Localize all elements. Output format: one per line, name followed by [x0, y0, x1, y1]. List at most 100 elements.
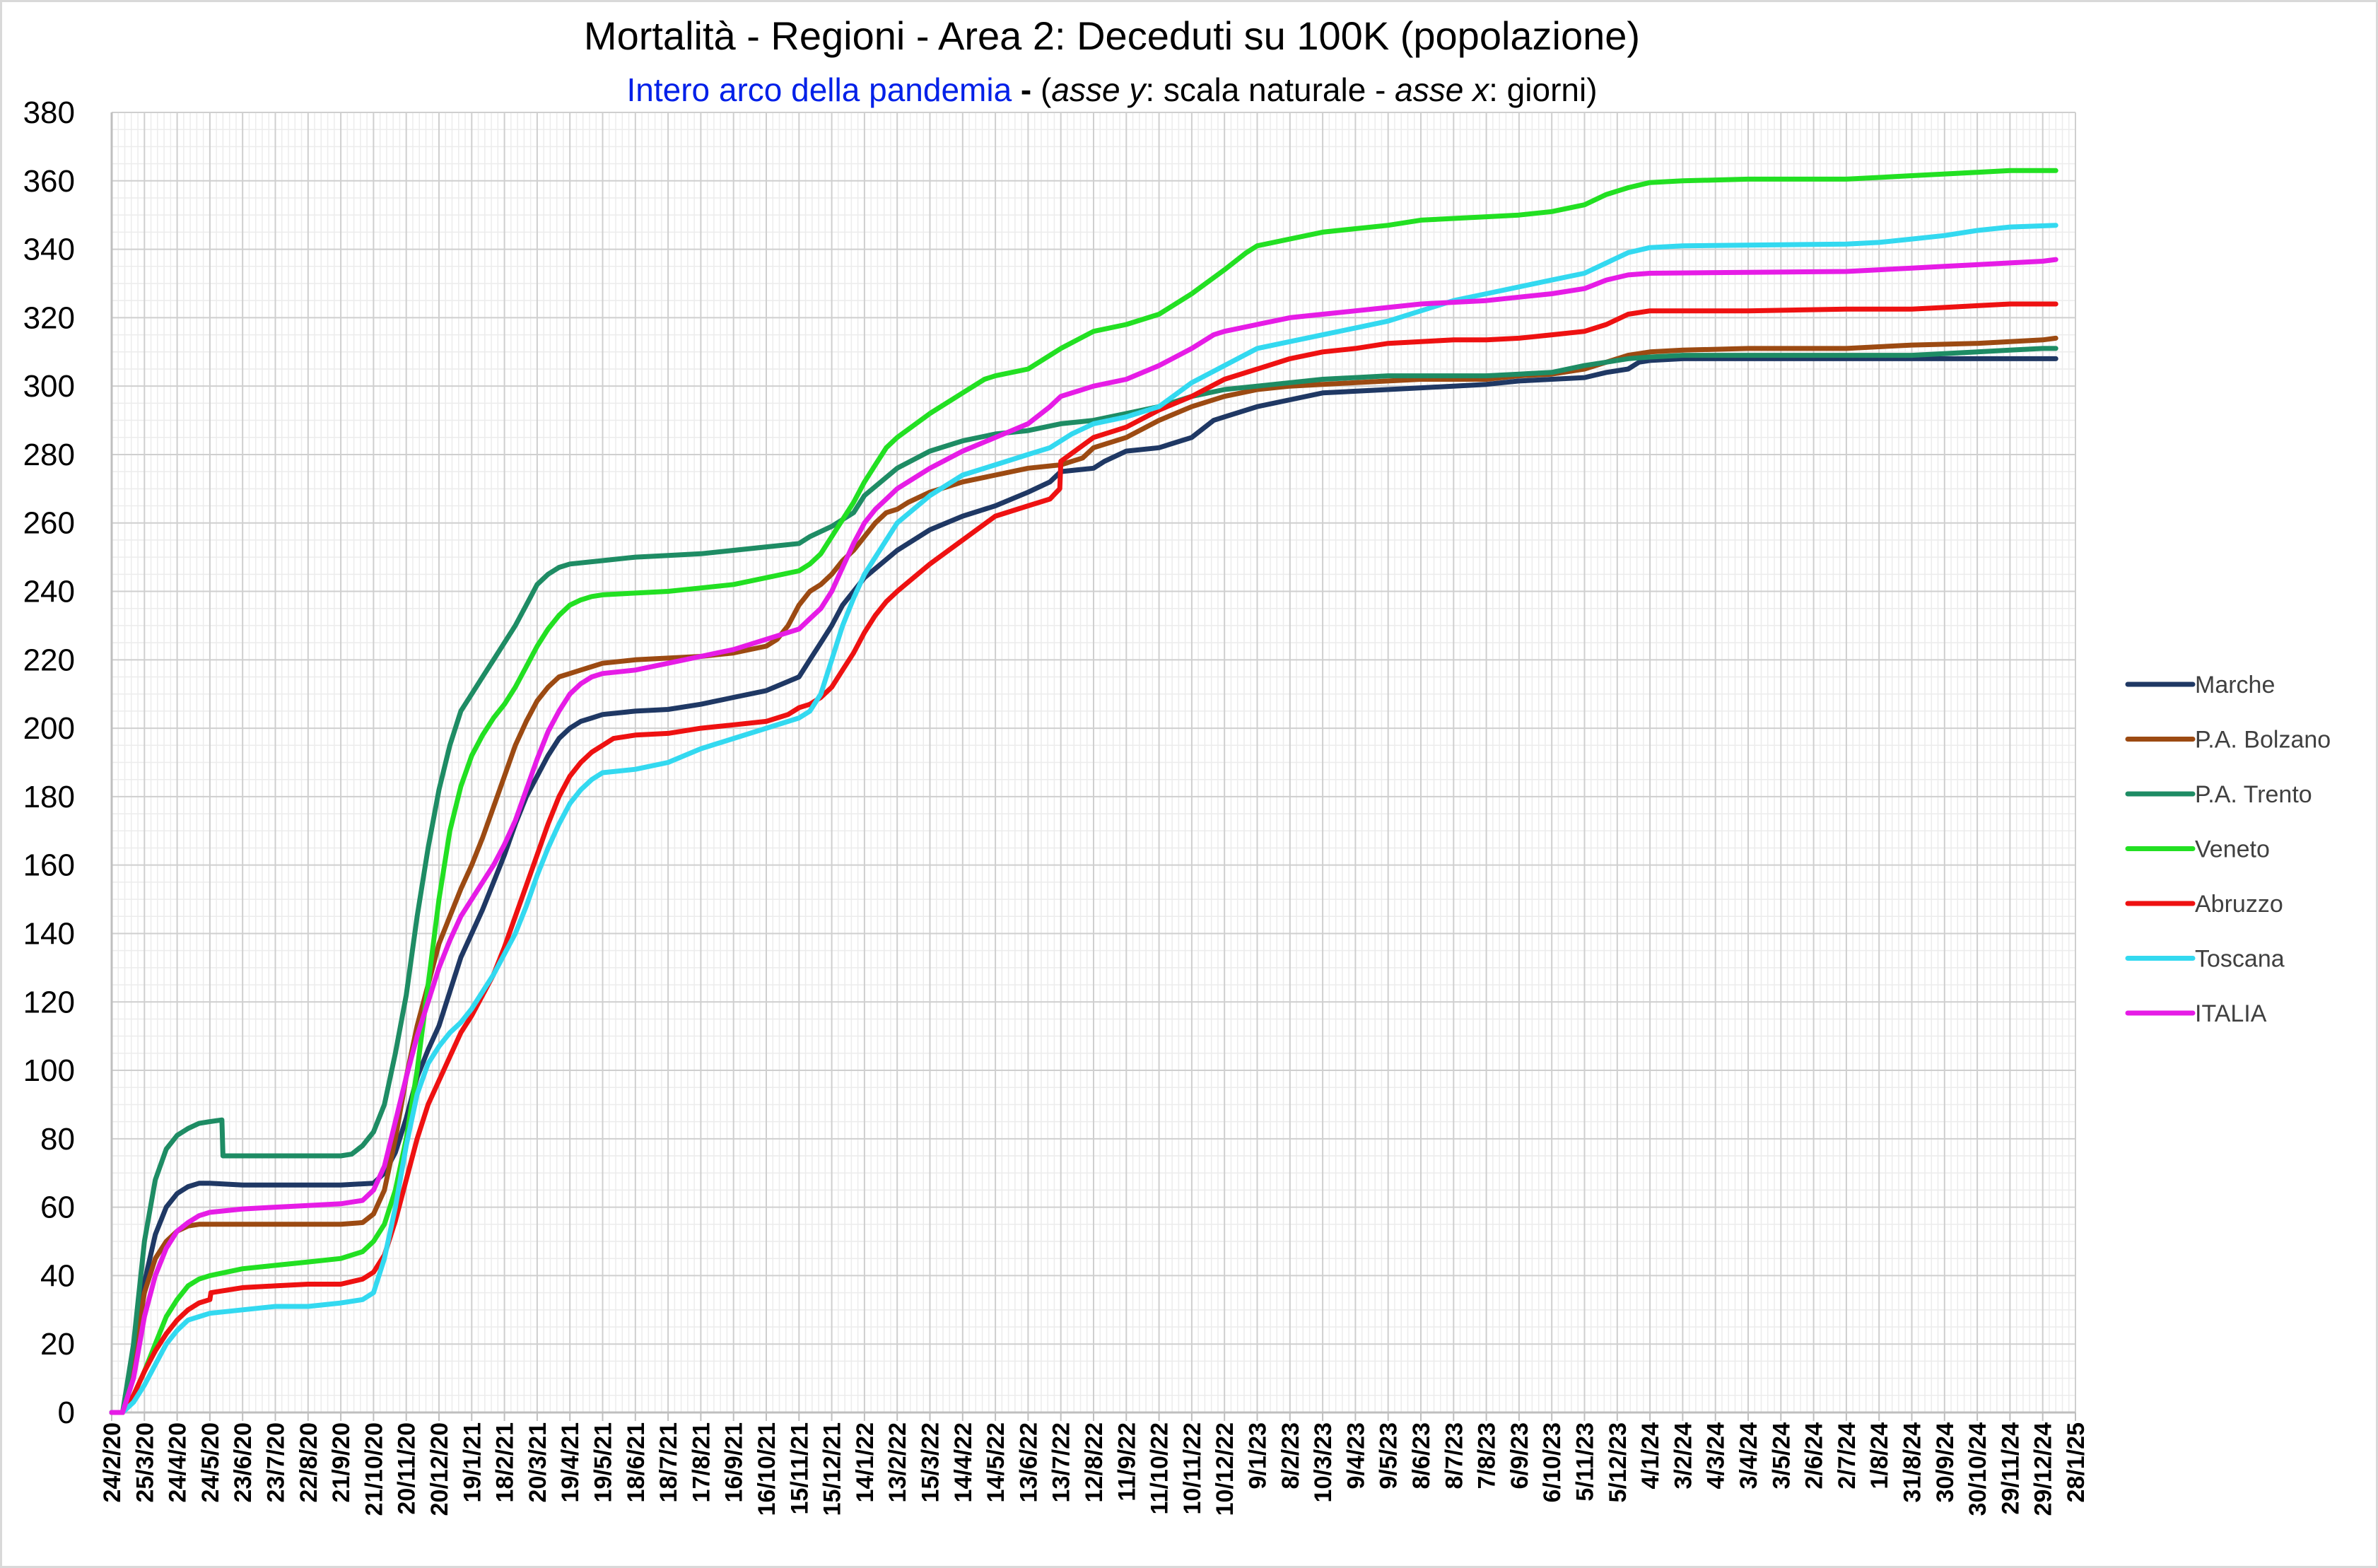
x-tick-label: 2/6/24 — [1801, 1422, 1828, 1490]
x-tick-label: 24/5/20 — [197, 1422, 224, 1502]
x-tick-label: 10/12/22 — [1212, 1422, 1238, 1516]
x-tick-label: 18/7/21 — [655, 1422, 682, 1502]
x-tick-label: 16/9/21 — [721, 1422, 748, 1502]
legend-label: Toscana — [2195, 946, 2285, 973]
x-tick-label: 11/9/22 — [1113, 1422, 1140, 1502]
y-tick-label: 380 — [23, 95, 75, 130]
subtitle-highlight: Intero arco della pandemia — [626, 71, 1012, 108]
y-tick-label: 340 — [23, 233, 75, 267]
legend-label: Marche — [2195, 672, 2275, 698]
x-tick-label: 20/11/20 — [394, 1422, 421, 1514]
y-tick-label: 160 — [23, 848, 75, 883]
x-tick-label: 14/1/22 — [852, 1422, 879, 1502]
x-tick-label: 9/4/23 — [1342, 1422, 1369, 1490]
x-tick-label: 4/1/24 — [1637, 1422, 1664, 1490]
subtitle-dash: - — [1012, 71, 1041, 108]
legend-label: Veneto — [2195, 836, 2270, 863]
x-tick-label: 7/8/23 — [1474, 1422, 1501, 1490]
x-tick-label: 19/4/21 — [557, 1422, 584, 1502]
y-tick-label: 360 — [23, 164, 75, 199]
x-tick-label: 3/5/24 — [1768, 1422, 1795, 1490]
series-line-p-a-trento — [109, 346, 2058, 1415]
y-tick-label: 100 — [23, 1053, 75, 1088]
x-tick-label: 18/2/21 — [492, 1422, 519, 1502]
x-tick-label: 6/9/23 — [1506, 1422, 1533, 1490]
x-tick-label: 23/6/20 — [230, 1422, 257, 1502]
y-tick-label: 260 — [23, 506, 75, 541]
y-tick-label: 140 — [23, 916, 75, 951]
x-tick-label: 25/3/20 — [131, 1422, 158, 1502]
x-tick-label: 13/7/22 — [1048, 1422, 1075, 1502]
x-tick-label: 31/8/24 — [1899, 1422, 1926, 1503]
x-tick-label: 9/1/23 — [1245, 1422, 1272, 1490]
subtitle-part-0: ( — [1041, 71, 1052, 108]
x-tick-label: 8/7/23 — [1441, 1422, 1468, 1490]
x-tick-label: 23/7/20 — [263, 1422, 290, 1502]
legend-label: P.A. Bolzano — [2195, 727, 2331, 754]
x-tick-label: 14/5/22 — [983, 1422, 1009, 1502]
y-tick-label: 80 — [40, 1122, 75, 1157]
series-line-abruzzo — [109, 301, 2058, 1415]
x-tick-label: 10/11/22 — [1179, 1422, 1206, 1514]
x-tick-label: 21/10/20 — [361, 1422, 387, 1516]
y-tick-label: 120 — [23, 985, 75, 1019]
y-tick-label: 220 — [23, 643, 75, 677]
x-tick-label: 22/8/20 — [295, 1422, 322, 1502]
y-tick-label: 60 — [40, 1190, 75, 1225]
x-tick-label: 30/9/24 — [1932, 1422, 1959, 1503]
legend-label: Abruzzo — [2195, 891, 2283, 918]
x-tick-label: 19/1/21 — [459, 1422, 486, 1502]
x-tick-label: 30/10/24 — [1964, 1422, 1991, 1516]
series-line-marche — [109, 356, 2058, 1415]
legend-label: ITALIA — [2195, 1000, 2267, 1027]
x-tick-label: 17/8/21 — [688, 1422, 715, 1502]
x-tick-label: 18/6/21 — [623, 1422, 650, 1502]
y-tick-label: 180 — [23, 780, 75, 814]
x-tick-label: 24/4/20 — [165, 1422, 192, 1502]
y-tick-label: 300 — [23, 369, 75, 404]
y-tick-label: 280 — [23, 438, 75, 472]
subtitle-part-1: asse y — [1051, 71, 1146, 108]
chart-subtitle: Intero arco della pandemia - (asse y: sc… — [0, 71, 2224, 109]
y-tick-label: 200 — [23, 711, 75, 746]
x-tick-label: 13/6/22 — [1015, 1422, 1042, 1502]
x-tick-label: 10/3/23 — [1310, 1422, 1337, 1502]
x-tick-label: 19/5/21 — [590, 1422, 617, 1502]
x-tick-label: 11/10/22 — [1147, 1422, 1173, 1514]
x-tick-label: 15/12/21 — [819, 1422, 846, 1516]
x-tick-label: 16/10/21 — [754, 1422, 780, 1516]
x-tick-label: 15/3/22 — [918, 1422, 944, 1502]
x-tick-label: 3/2/24 — [1670, 1422, 1697, 1490]
y-tick-label: 0 — [58, 1396, 75, 1430]
subtitle-part-4: : giorni) — [1489, 71, 1598, 108]
x-tick-label: 5/12/23 — [1605, 1422, 1632, 1502]
x-tick-label: 20/3/21 — [525, 1422, 551, 1502]
y-tick-label: 320 — [23, 300, 75, 335]
x-tick-label: 8/6/23 — [1408, 1422, 1435, 1490]
x-tick-label: 13/2/22 — [884, 1422, 911, 1502]
x-tick-label: 2/7/24 — [1834, 1422, 1861, 1490]
series-line-toscana — [109, 223, 2058, 1415]
x-tick-label: 28/1/25 — [2063, 1422, 2090, 1502]
x-tick-label: 14/4/22 — [950, 1422, 977, 1502]
x-tick-label: 21/9/20 — [328, 1422, 355, 1502]
x-tick-label: 20/12/20 — [426, 1422, 453, 1516]
x-tick-label: 4/3/24 — [1703, 1422, 1730, 1490]
x-tick-label: 5/11/23 — [1572, 1422, 1599, 1502]
legend-label: P.A. Trento — [2195, 781, 2312, 808]
y-tick-label: 40 — [40, 1258, 75, 1293]
x-tick-label: 15/11/21 — [786, 1422, 813, 1514]
x-tick-label: 24/2/20 — [99, 1422, 126, 1502]
y-tick-label: 20 — [40, 1327, 75, 1362]
x-tick-label: 29/11/24 — [1997, 1422, 2024, 1515]
series-line-italia — [109, 257, 2058, 1415]
x-tick-label: 8/2/23 — [1277, 1422, 1304, 1490]
x-tick-label: 1/8/24 — [1866, 1422, 1893, 1490]
x-tick-label: 12/8/22 — [1081, 1422, 1108, 1502]
subtitle-part-3: asse x — [1395, 71, 1489, 108]
chart-title: Mortalità - Regioni - Area 2: Deceduti s… — [583, 13, 1641, 58]
x-tick-label: 9/5/23 — [1376, 1422, 1402, 1490]
series-line-veneto — [109, 168, 2058, 1415]
y-tick-label: 240 — [23, 575, 75, 609]
